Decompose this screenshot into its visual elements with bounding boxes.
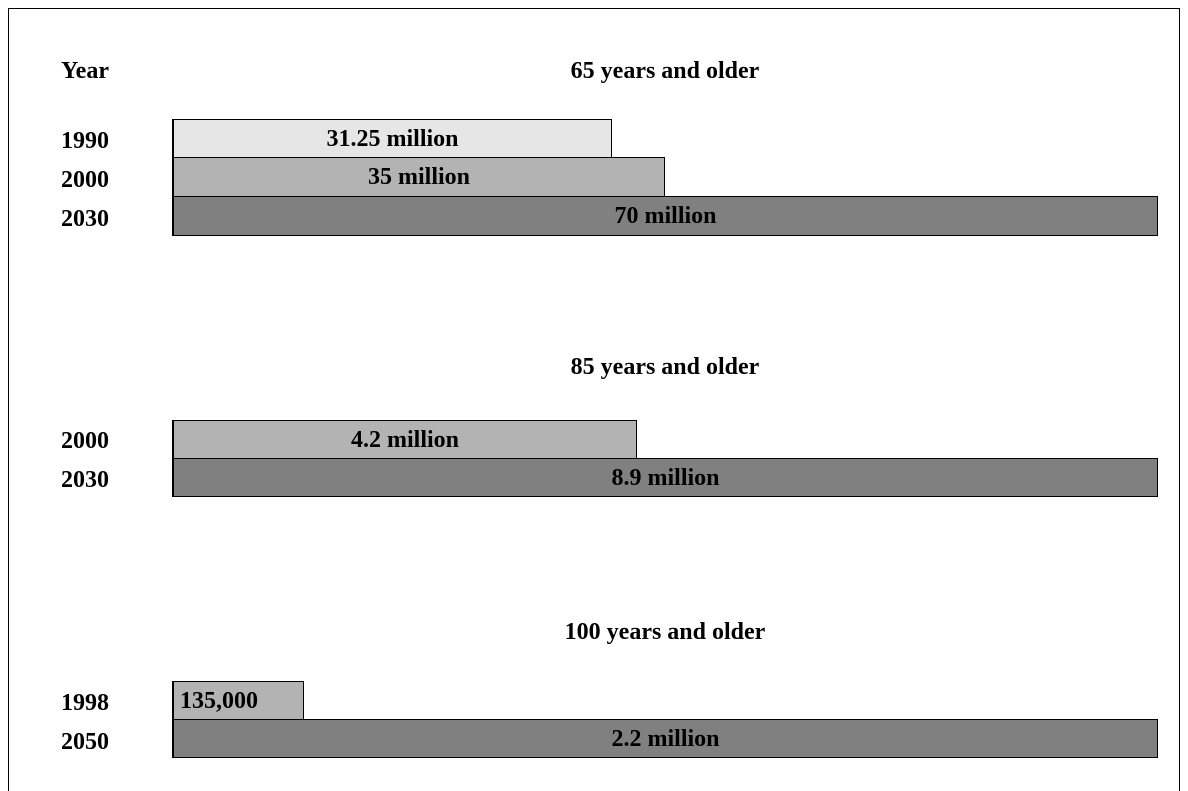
bar-value-label: 135,000 [180, 687, 258, 714]
bar: 31.25 million [172, 119, 612, 158]
bar-value-label: 70 million [614, 203, 717, 229]
chart-title: 85 years and older [570, 354, 760, 380]
bar-value-label: 2.2 million [611, 725, 720, 752]
bar-value-label: 4.2 million [350, 426, 459, 453]
bar: 4.2 million [172, 420, 637, 459]
year-label: 2030 [61, 467, 109, 493]
chart-frame [8, 8, 1180, 791]
bar: 8.9 million [172, 458, 1158, 497]
bar-value-label: 31.25 million [326, 125, 459, 152]
bar: 70 million [172, 196, 1158, 236]
year-label: 1998 [61, 690, 109, 716]
year-label: 2030 [61, 206, 109, 232]
year-label: 2000 [61, 428, 109, 454]
chart-title: 100 years and older [564, 619, 766, 645]
year-label: 2000 [61, 167, 109, 193]
bar: 2.2 million [172, 719, 1158, 758]
year-column-header: Year [61, 58, 109, 84]
year-label: 2050 [61, 729, 109, 755]
bar: 35 million [172, 157, 665, 197]
year-label: 1990 [61, 128, 109, 154]
chart-title: 65 years and older [570, 58, 760, 84]
bar-value-label: 8.9 million [611, 464, 720, 491]
bar-value-label: 35 million [367, 164, 470, 190]
bar: 135,000 [172, 681, 304, 720]
